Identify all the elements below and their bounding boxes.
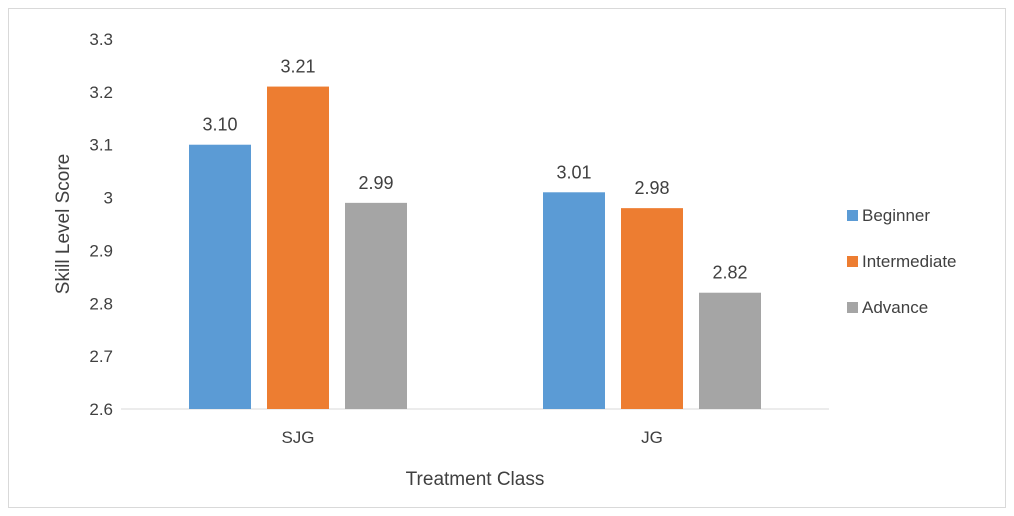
legend: Beginner Intermediate Advance: [847, 206, 957, 317]
y-tick-label: 2.8: [89, 294, 113, 313]
data-label: 3.10: [202, 115, 237, 135]
legend-swatch-intermediate: [847, 256, 858, 267]
bar-advance-jg: [699, 292, 761, 409]
x-axis-title: Treatment Class: [406, 469, 545, 490]
legend-swatch-beginner: [847, 210, 858, 221]
chart-frame: 2.6 2.7 2.8 2.9 3 3.1 3.2 3.3 3.10 3.21 2.99 3.01 2…: [8, 8, 1006, 508]
y-tick-label: 2.6: [89, 400, 113, 419]
data-label: 2.82: [712, 263, 747, 283]
bar-intermediate-sjg: [267, 86, 329, 410]
x-tick-label: SJG: [281, 428, 314, 447]
y-tick-label: 3: [104, 189, 113, 208]
x-tick-label: JG: [641, 428, 663, 447]
legend-swatch-advance: [847, 302, 858, 313]
y-tick-label: 2.7: [89, 347, 113, 366]
x-axis-ticks: SJG JG: [281, 428, 662, 447]
data-label: 2.99: [358, 173, 393, 193]
data-label: 3.21: [280, 57, 315, 77]
bar-beginner-sjg: [189, 144, 251, 409]
bar-beginner-jg: [543, 192, 605, 409]
legend-label-advance: Advance: [862, 298, 928, 317]
y-tick-label: 3.1: [89, 136, 113, 155]
data-label: 3.01: [556, 162, 591, 182]
y-tick-label: 3.2: [89, 83, 113, 102]
data-label: 2.98: [634, 178, 669, 198]
y-tick-label: 3.3: [89, 30, 113, 49]
bar-advance-sjg: [345, 202, 407, 409]
y-tick-label: 2.9: [89, 241, 113, 260]
bar-intermediate-jg: [621, 208, 683, 409]
bar-chart: 2.6 2.7 2.8 2.9 3 3.1 3.2 3.3 3.10 3.21 2.99 3.01 2…: [53, 30, 957, 490]
bars: [189, 86, 761, 410]
y-axis-title: Skill Level Score: [53, 154, 74, 294]
y-axis-ticks: 2.6 2.7 2.8 2.9 3 3.1 3.2 3.3: [89, 30, 113, 419]
legend-label-beginner: Beginner: [862, 206, 930, 225]
legend-label-intermediate: Intermediate: [862, 252, 957, 271]
data-labels: 3.10 3.21 2.99 3.01 2.98 2.82: [202, 57, 747, 283]
